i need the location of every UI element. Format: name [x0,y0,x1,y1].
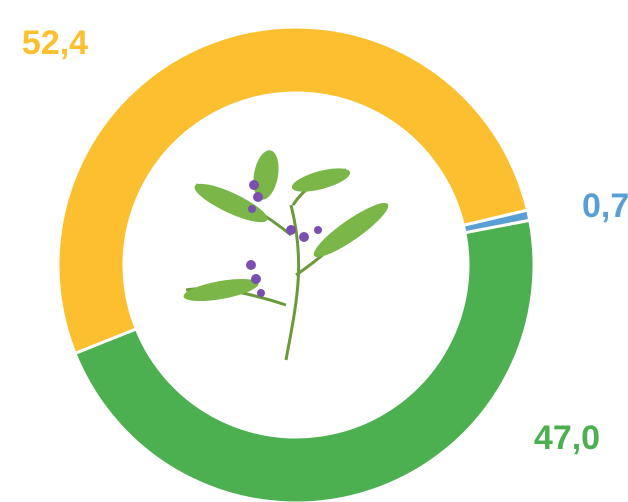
data-label: 0,7 [582,187,628,225]
data-label: 47,0 [534,419,600,457]
center-illustration [182,148,394,360]
chart: 52,4 0,7 47,0 [0,0,628,502]
data-label: 52,4 [22,24,88,62]
flowers [246,180,322,297]
donut-segment [58,27,528,353]
donut-segment [75,220,534,502]
